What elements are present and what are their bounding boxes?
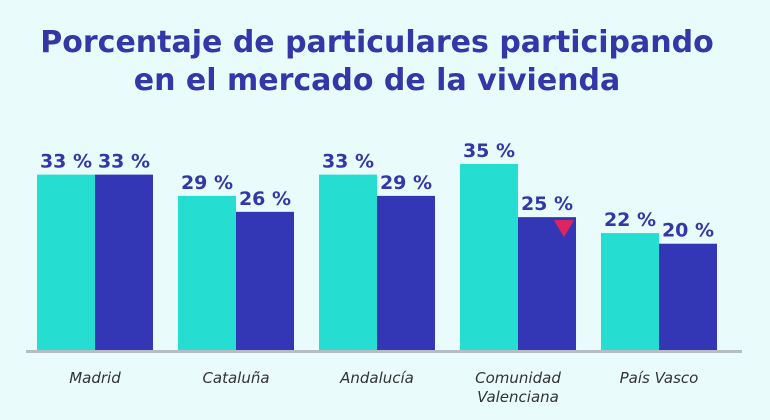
category-label-3-line-1: Valenciana (477, 388, 559, 406)
category-label-0: Madrid (69, 369, 121, 387)
data-label-series-2-0: 33 % (98, 151, 150, 173)
bar-series-1-1 (178, 195, 236, 350)
bar-series-2-4 (659, 243, 717, 350)
bar-series-2-2 (377, 195, 435, 350)
data-label-series-2-3: 25 % (521, 193, 573, 215)
bar-series-1-2 (319, 174, 377, 350)
bar-series-2-0 (95, 174, 153, 350)
bar-series-1-0 (37, 174, 95, 350)
bar-series-2-3 (518, 217, 576, 350)
data-label-series-2-2: 29 % (380, 172, 432, 194)
data-label-series-2-4: 20 % (662, 220, 714, 242)
down-triangle-icon (554, 220, 574, 238)
data-label-series-1-1: 29 % (181, 172, 233, 194)
bar-series-2-1 (236, 211, 294, 350)
category-label-4: País Vasco (620, 369, 699, 387)
data-label-series-2-1: 26 % (239, 188, 291, 210)
category-label-3-line-0: Comunidad (475, 369, 561, 387)
plot-area: 33 % 33 % Madrid 29 % 26 % Cataluña 33 % 29 % An… (26, 140, 742, 406)
chart-title-line-1: Porcentaje de particulares participando (40, 25, 713, 60)
chart-title-line-2: en el mercado de la vivienda (134, 63, 621, 98)
data-label-series-1-4: 22 % (604, 209, 656, 231)
data-label-series-1-2: 33 % (322, 151, 374, 173)
category-label-1: Cataluña (202, 369, 269, 387)
data-label-series-1-3: 35 % (463, 140, 515, 162)
bar-series-1-3 (460, 164, 518, 350)
bar-series-1-4 (601, 233, 659, 350)
category-label-2: Andalucía (339, 369, 414, 387)
data-label-series-1-0: 33 % (40, 151, 92, 173)
